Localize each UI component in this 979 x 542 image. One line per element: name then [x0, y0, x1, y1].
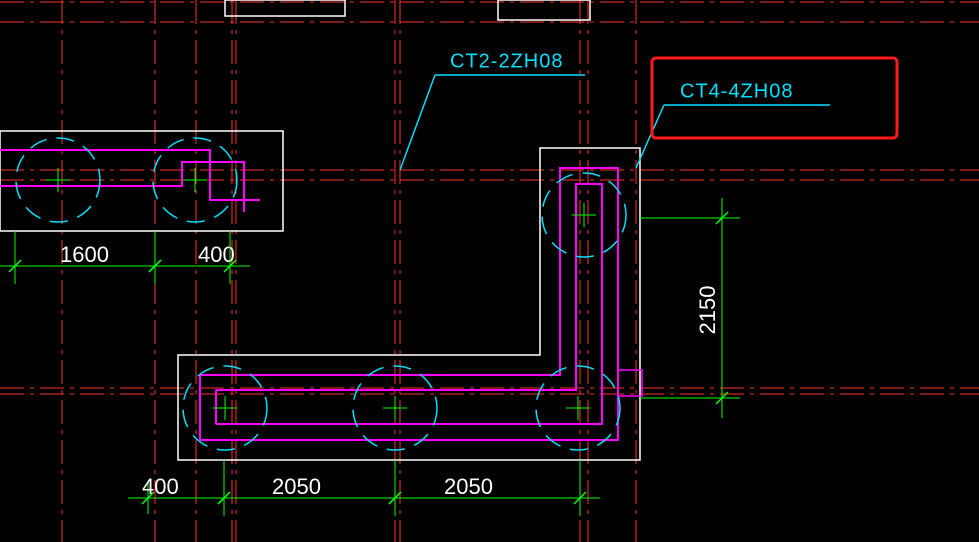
- dim-text: 2050: [444, 474, 493, 499]
- dim-text: 2050: [272, 474, 321, 499]
- dim-text: 400: [198, 242, 235, 267]
- label-ct4: CT4-4ZH08: [680, 80, 793, 102]
- dim-text: 1600: [60, 242, 109, 267]
- label-ct2: CT2-2ZH08: [450, 50, 563, 72]
- dim-text: 2150: [695, 286, 720, 335]
- dim-text: 400: [142, 474, 179, 499]
